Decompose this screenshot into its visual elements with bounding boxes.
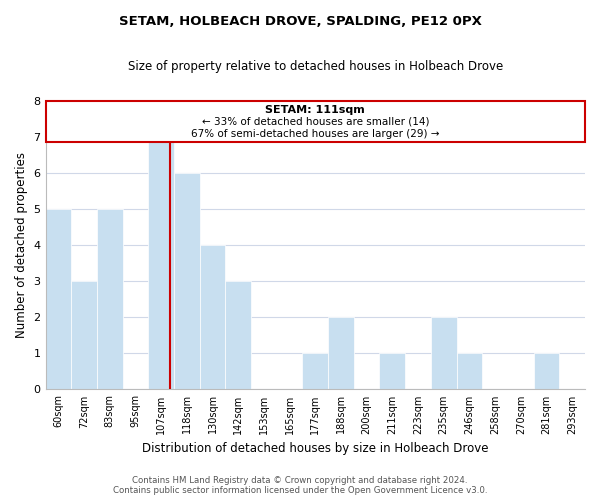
Title: Size of property relative to detached houses in Holbeach Drove: Size of property relative to detached ho…	[128, 60, 503, 73]
Bar	[97, 209, 122, 390]
Y-axis label: Number of detached properties: Number of detached properties	[15, 152, 28, 338]
Bar	[174, 173, 200, 390]
Text: 67% of semi-detached houses are larger (29) →: 67% of semi-detached houses are larger (…	[191, 129, 440, 139]
Bar	[46, 209, 71, 390]
Text: Contains HM Land Registry data © Crown copyright and database right 2024.
Contai: Contains HM Land Registry data © Crown c…	[113, 476, 487, 495]
X-axis label: Distribution of detached houses by size in Holbeach Drove: Distribution of detached houses by size …	[142, 442, 488, 455]
Bar	[328, 317, 354, 390]
Bar	[457, 354, 482, 390]
Bar	[148, 136, 174, 390]
Bar	[200, 245, 226, 390]
FancyBboxPatch shape	[46, 100, 585, 142]
Text: SETAM, HOLBEACH DROVE, SPALDING, PE12 0PX: SETAM, HOLBEACH DROVE, SPALDING, PE12 0P…	[119, 15, 481, 28]
Text: ← 33% of detached houses are smaller (14): ← 33% of detached houses are smaller (14…	[202, 116, 429, 126]
Bar	[302, 354, 328, 390]
Bar	[431, 317, 457, 390]
Text: SETAM: 111sqm: SETAM: 111sqm	[265, 104, 365, 115]
Bar	[226, 281, 251, 390]
Bar	[71, 281, 97, 390]
Bar	[533, 354, 559, 390]
Bar	[379, 354, 405, 390]
